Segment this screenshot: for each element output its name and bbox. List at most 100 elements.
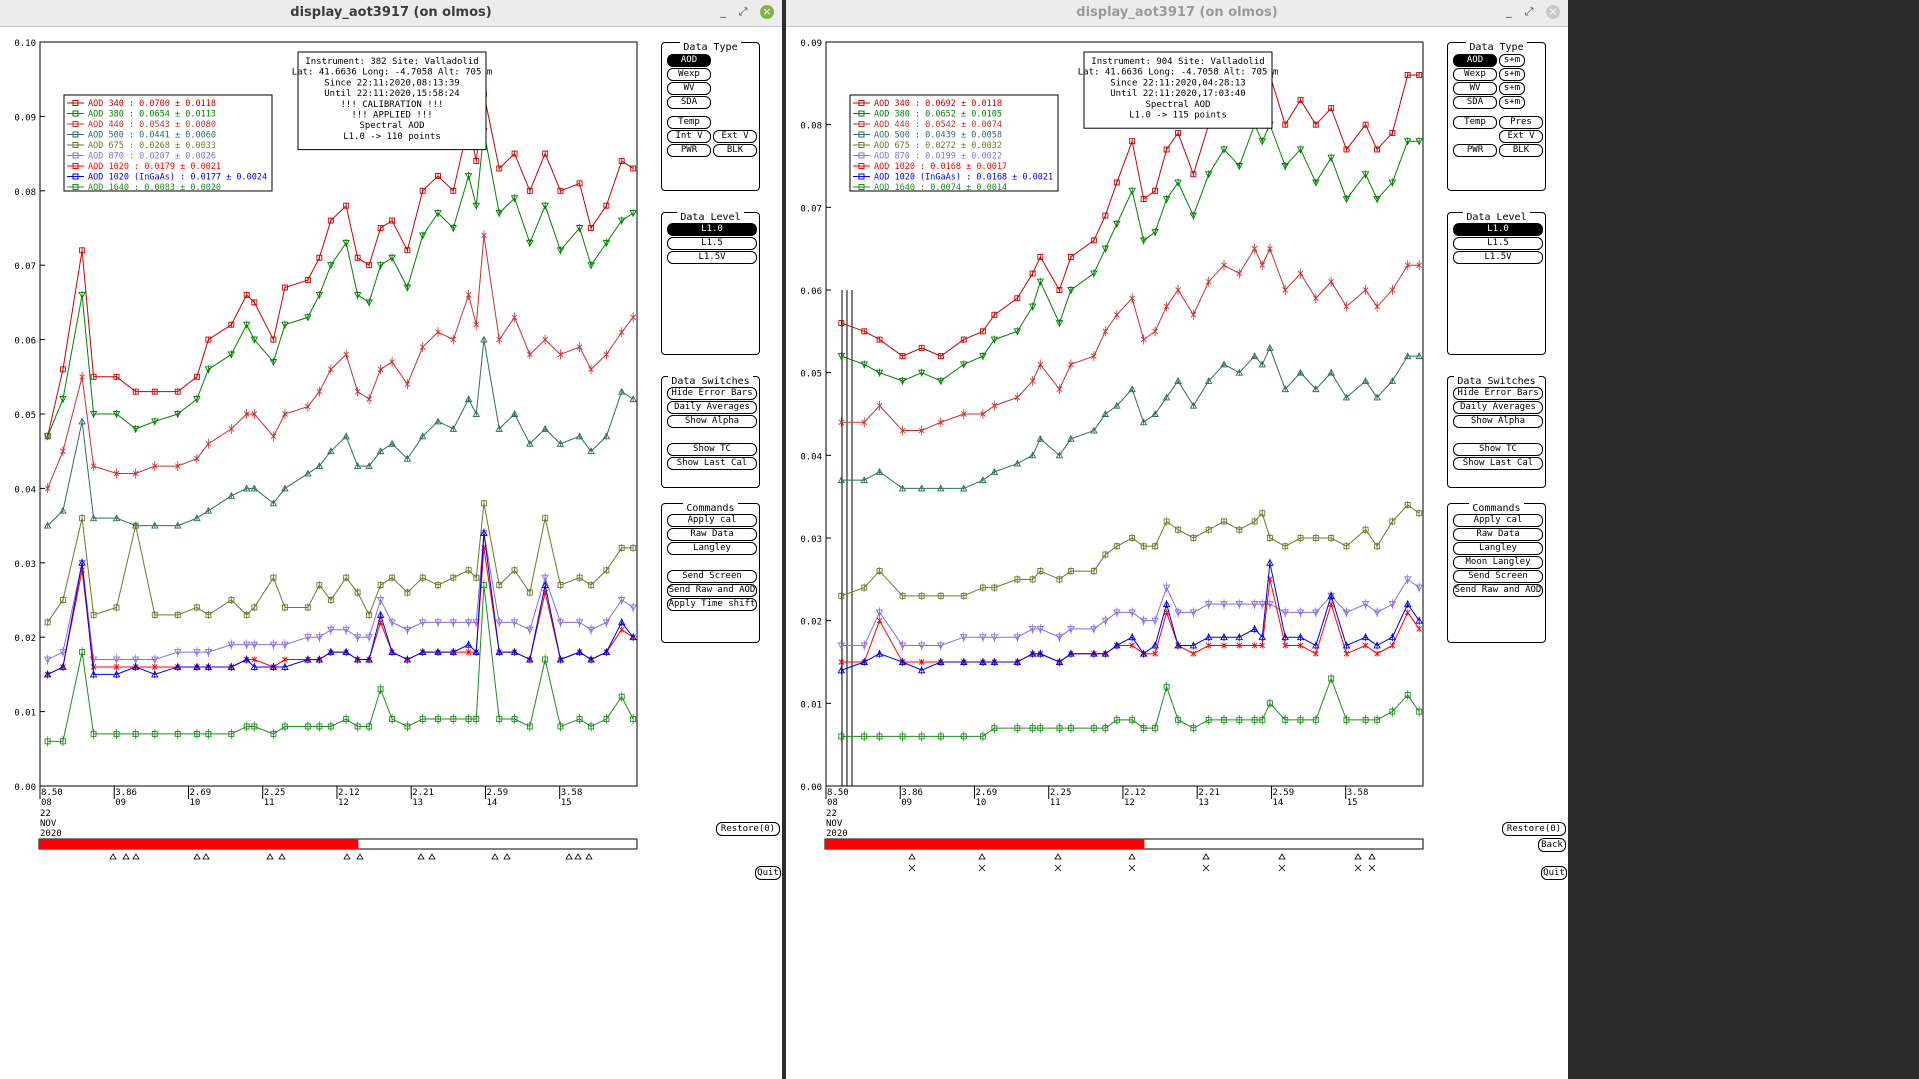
close-icon[interactable]: × xyxy=(1546,5,1560,19)
data-switches-show-last-cal-button[interactable]: Show Last Cal xyxy=(667,457,757,470)
data-type-s-m-button[interactable]: s+m xyxy=(1499,68,1525,81)
minimize-icon[interactable]: _ xyxy=(720,5,726,18)
data-type-ext-v-button[interactable]: Ext V xyxy=(1499,130,1543,143)
data-point xyxy=(1113,543,1120,550)
data-type-aod-button[interactable]: AOD xyxy=(667,54,711,67)
data-point xyxy=(542,656,549,663)
data-type-wexp-button[interactable]: Wexp xyxy=(1453,68,1497,81)
data-point xyxy=(1140,196,1147,203)
data-switches-hide-error-bars-button[interactable]: Hide Error Bars xyxy=(1453,387,1543,400)
data-level-l1-5v-button[interactable]: L1.5V xyxy=(1453,251,1543,264)
data-point xyxy=(1205,716,1212,723)
data-switches-show-tc-button[interactable]: Show TC xyxy=(667,443,757,456)
data-switches-show-last-cal-button[interactable]: Show Last Cal xyxy=(1453,457,1543,470)
data-point xyxy=(365,634,373,642)
data-level-l1-5-button[interactable]: L1.5 xyxy=(667,237,757,250)
data-point xyxy=(1297,96,1304,103)
data-point xyxy=(1067,625,1075,633)
commands-send-screen-button[interactable]: Send Screen xyxy=(1453,570,1543,583)
maximize-icon[interactable]: ⤢ xyxy=(1524,5,1534,18)
data-type-s-m-button[interactable]: s+m xyxy=(1499,96,1525,109)
minimize-icon[interactable]: _ xyxy=(1506,5,1512,18)
data-switches-show-tc-button[interactable]: Show TC xyxy=(1453,443,1543,456)
data-type-blk-button[interactable]: BLK xyxy=(713,144,757,157)
data-type-pwr-button[interactable]: PWR xyxy=(667,144,711,157)
data-switches-daily-averages-button[interactable]: Daily Averages xyxy=(1453,401,1543,414)
data-type-wv-button[interactable]: WV xyxy=(1453,82,1497,95)
data-point xyxy=(464,395,473,403)
commands-raw-data-button[interactable]: Raw Data xyxy=(667,528,757,541)
data-point xyxy=(473,574,480,581)
data-type-aod-button[interactable]: AOD xyxy=(1453,54,1497,67)
data-type-sda-button[interactable]: SDA xyxy=(1453,96,1497,109)
quit-button[interactable]: Quit xyxy=(755,866,781,880)
restore-button[interactable]: Restore(0) xyxy=(1502,822,1566,836)
close-icon[interactable]: × xyxy=(760,5,774,19)
data-point xyxy=(1129,295,1135,302)
data-type-s-m-button[interactable]: s+m xyxy=(1499,82,1525,95)
commands-send-raw-and-aod-button[interactable]: Send Raw and AOD xyxy=(667,584,757,597)
data-type-s-m-button[interactable]: s+m xyxy=(1499,54,1525,67)
data-type-temp-button[interactable]: Temp xyxy=(667,116,711,129)
data-level-l1-5v-button[interactable]: L1.5V xyxy=(667,251,757,264)
data-point xyxy=(979,584,986,591)
data-type-wexp-button[interactable]: Wexp xyxy=(667,68,711,81)
commands-apply-cal-button[interactable]: Apply cal xyxy=(667,514,757,527)
legend-label: AOD 675 : 0.0268 ± 0.0033 xyxy=(88,141,216,151)
commands-send-raw-and-aod-button[interactable]: Send Raw and AOD xyxy=(1453,584,1543,597)
data-switches-hide-error-bars-button[interactable]: Hide Error Bars xyxy=(667,387,757,400)
data-point xyxy=(1388,376,1397,384)
data-point xyxy=(1113,220,1121,228)
data-point xyxy=(1312,609,1320,617)
data-point xyxy=(876,402,883,409)
data-point xyxy=(1101,617,1110,625)
data-point xyxy=(1235,601,1244,609)
series-line-7 xyxy=(47,532,634,675)
data-switches-panel: Data Switches Hide Error Bars Daily Averag… xyxy=(1447,376,1546,488)
data-point xyxy=(1259,642,1266,649)
data-level-panel: Data Level L1.0 L1.5 L1.5V xyxy=(661,212,760,355)
window-titlebar[interactable]: display_aot3917 (on olmos) _ ⤢ × xyxy=(786,0,1568,27)
data-type-int-v-button[interactable]: Int V xyxy=(667,130,711,143)
data-point xyxy=(174,730,181,737)
data-point xyxy=(629,395,637,403)
data-point xyxy=(342,626,350,634)
data-type-sda-button[interactable]: SDA xyxy=(667,96,711,109)
data-point xyxy=(1389,287,1396,293)
data-switches-show-alpha-button[interactable]: Show Alpha xyxy=(667,415,757,428)
restore-button[interactable]: Restore(0) xyxy=(716,822,780,836)
commands-send-screen-button[interactable]: Send Screen xyxy=(667,570,757,583)
commands-apply-time-shift-button[interactable]: Apply Time shift xyxy=(667,598,757,611)
data-level-l1-5-button[interactable]: L1.5 xyxy=(1453,237,1543,250)
data-level-l1-0-button[interactable]: L1.0 xyxy=(1453,223,1543,236)
data-point xyxy=(1163,683,1170,690)
data-point xyxy=(1343,716,1350,723)
legend-label: AOD 1020 : 0.0168 ± 0.0017 xyxy=(874,162,1007,172)
data-switches-daily-averages-button[interactable]: Daily Averages xyxy=(667,401,757,414)
data-point xyxy=(1037,253,1044,260)
data-point xyxy=(403,284,412,292)
data-type-pwr-button[interactable]: PWR xyxy=(1453,144,1497,157)
maximize-icon[interactable]: ⤢ xyxy=(738,5,748,18)
commands-langley-button[interactable]: Langley xyxy=(667,542,757,555)
data-type-blk-button[interactable]: BLK xyxy=(1499,144,1543,157)
window-titlebar[interactable]: display_aot3917 (on olmos) _ ⤢ × xyxy=(0,0,782,27)
data-point xyxy=(837,353,846,361)
legend-marker xyxy=(858,100,865,106)
data-type-temp-button[interactable]: Temp xyxy=(1453,116,1497,129)
commands-moon-langley-button[interactable]: Moon Langley xyxy=(1453,556,1543,569)
commands-langley-button[interactable]: Langley xyxy=(1453,542,1543,555)
commands-apply-cal-button[interactable]: Apply cal xyxy=(1453,514,1543,527)
data-point xyxy=(376,447,385,455)
data-level-l1-0-button[interactable]: L1.0 xyxy=(667,223,757,236)
data-type-wv-button[interactable]: WV xyxy=(667,82,711,95)
back-button[interactable]: Back xyxy=(1538,838,1566,852)
data-switches-show-alpha-button[interactable]: Show Alpha xyxy=(1453,415,1543,428)
quit-button[interactable]: Quit xyxy=(1541,866,1567,880)
data-type-pres-button[interactable]: Pres xyxy=(1499,116,1543,129)
data-point xyxy=(112,670,121,678)
x-tick-label: 3.86 xyxy=(115,788,137,798)
data-point xyxy=(304,723,311,730)
commands-raw-data-button[interactable]: Raw Data xyxy=(1453,528,1543,541)
data-type-ext-v-button[interactable]: Ext V xyxy=(713,130,757,143)
